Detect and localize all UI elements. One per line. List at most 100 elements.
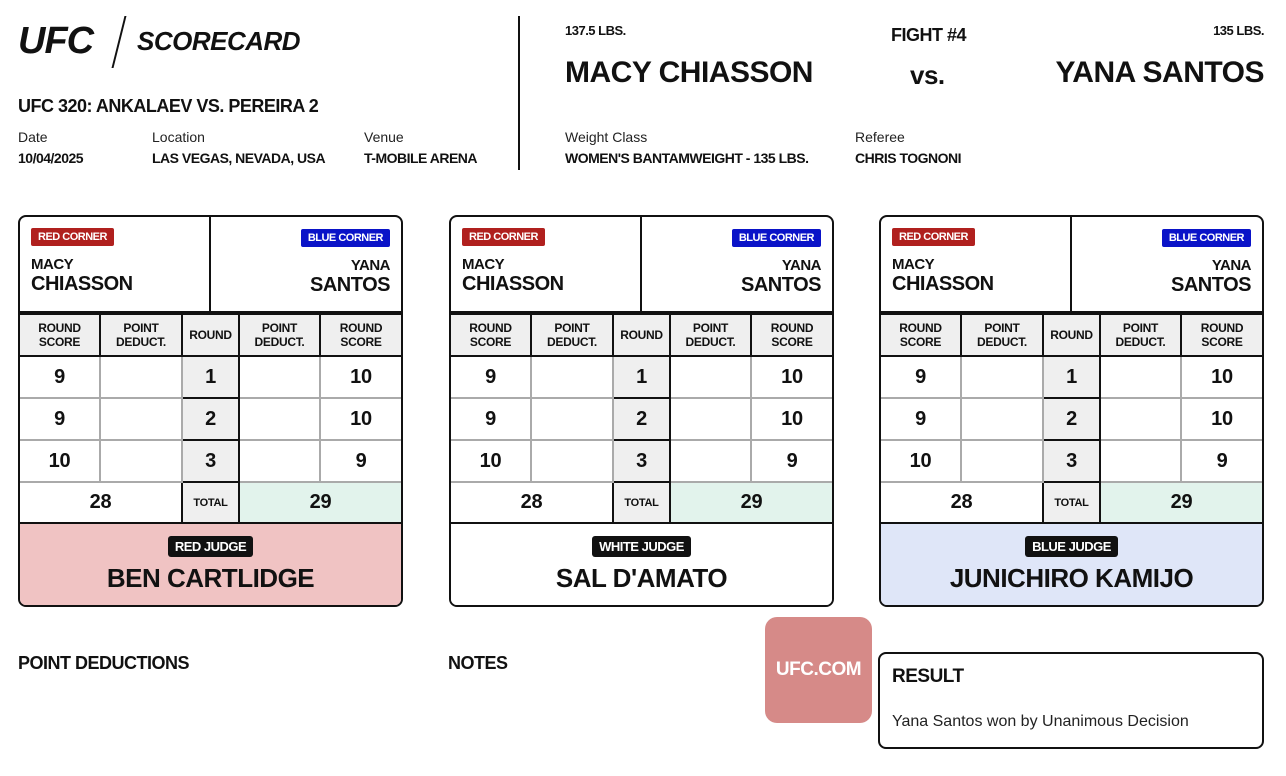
- red-point-deduction: [960, 439, 1044, 483]
- location-label: Location: [152, 129, 205, 145]
- round-number: 2: [181, 397, 240, 441]
- red-total: 28: [451, 481, 614, 524]
- round-row: 10 3 9: [20, 439, 401, 483]
- blue-corner-badge: BLUE CORNER: [1161, 229, 1251, 247]
- judge-scorecard: RED CORNER MACY CHIASSON BLUE CORNER YAN…: [18, 215, 403, 607]
- venue-value: T-MOBILE ARENA: [364, 150, 478, 166]
- red-first-name: MACY: [462, 256, 505, 273]
- round-row: 9 1 10: [20, 355, 401, 399]
- blue-corner-panel: BLUE CORNER YANA SANTOS: [1072, 217, 1263, 311]
- judge-name: JUNICHIRO KAMIJO: [949, 563, 1194, 593]
- blue-last-name: SANTOS: [310, 274, 390, 296]
- blue-fighter: YANA SANTOS: [1055, 56, 1265, 89]
- total-label: TOTAL: [1042, 481, 1101, 524]
- red-round-score: 9: [881, 397, 962, 441]
- round-number: 2: [612, 397, 671, 441]
- result-text: Yana Santos won by Unanimous Decision: [892, 713, 1189, 730]
- header-point-deduct: POINT DEDUCT.: [530, 313, 614, 357]
- blue-point-deduction: [238, 439, 321, 483]
- header-point-deduct: POINT DEDUCT.: [99, 313, 183, 357]
- red-round-score: 9: [451, 355, 532, 399]
- round-number: 1: [181, 355, 240, 399]
- header-point-deduct: POINT DEDUCT.: [238, 313, 321, 357]
- red-last-name: CHIASSON: [892, 273, 994, 295]
- notes-heading: NOTES: [448, 653, 508, 673]
- venue-label: Venue: [364, 129, 404, 145]
- round-row: 9 2 10: [20, 397, 401, 441]
- red-first-name: MACY: [31, 256, 74, 273]
- blue-first-name: YANA: [350, 257, 391, 274]
- round-row: 9 1 10: [451, 355, 832, 399]
- blue-weight: 135 LBS.: [1213, 23, 1264, 38]
- red-point-deduction: [960, 397, 1044, 441]
- result-box: RESULT Yana Santos won by Unanimous Deci…: [878, 652, 1264, 749]
- header-round: ROUND: [1042, 313, 1101, 357]
- judge-scorecard: RED CORNER MACY CHIASSON BLUE CORNER YAN…: [879, 215, 1264, 607]
- judge-name: SAL D'AMATO: [555, 563, 728, 593]
- blue-round-score: 10: [750, 355, 832, 399]
- judge-scorecard: RED CORNER MACY CHIASSON BLUE CORNER YAN…: [449, 215, 834, 607]
- red-round-score: 9: [20, 397, 101, 441]
- referee-label: Referee: [855, 129, 905, 145]
- red-total: 28: [881, 481, 1044, 524]
- red-round-score: 10: [881, 439, 962, 483]
- red-corner-badge: RED CORNER: [31, 228, 114, 246]
- blue-point-deduction: [1099, 355, 1182, 399]
- header-round: ROUND: [612, 313, 671, 357]
- scorecard-title: SCORECARD: [137, 26, 301, 56]
- blue-last-name: SANTOS: [741, 274, 821, 296]
- red-corner-badge: RED CORNER: [462, 228, 545, 246]
- red-total: 28: [20, 481, 183, 524]
- result-label: RESULT: [892, 666, 964, 687]
- ufc-logo: UFC: [18, 20, 94, 62]
- red-round-score: 9: [881, 355, 962, 399]
- red-round-score: 10: [451, 439, 532, 483]
- red-point-deduction: [530, 355, 614, 399]
- judge-role-badge: RED JUDGE: [167, 536, 254, 557]
- red-round-score: 9: [451, 397, 532, 441]
- header-round: ROUND: [181, 313, 240, 357]
- red-round-score: 9: [20, 355, 101, 399]
- round-row: 9 1 10: [881, 355, 1262, 399]
- blue-corner-badge: BLUE CORNER: [300, 229, 390, 247]
- total-label: TOTAL: [612, 481, 671, 524]
- point-deductions-heading: POINT DEDUCTIONS: [18, 653, 190, 673]
- blue-round-score: 10: [1180, 355, 1262, 399]
- header-point-deduct: POINT DEDUCT.: [669, 313, 752, 357]
- judge-panel: WHITE JUDGE SAL D'AMATO: [451, 522, 832, 605]
- header-point-deduct: POINT DEDUCT.: [1099, 313, 1182, 357]
- vs-label: vs.: [910, 60, 945, 90]
- blue-round-score: 10: [1180, 397, 1262, 441]
- blue-round-score: 10: [319, 355, 401, 399]
- blue-total: 29: [238, 481, 401, 524]
- judge-role-badge: WHITE JUDGE: [592, 536, 691, 557]
- header-round-score: ROUND SCORE: [20, 313, 101, 357]
- judge-panel: RED JUDGE BEN CARTLIDGE: [20, 522, 401, 605]
- blue-round-score: 9: [319, 439, 401, 483]
- header-round-score: ROUND SCORE: [1180, 313, 1262, 357]
- red-point-deduction: [530, 439, 614, 483]
- event-title: UFC 320: ANKALAEV VS. PEREIRA 2: [18, 96, 319, 116]
- round-number: 1: [1042, 355, 1101, 399]
- judge-panel: BLUE JUDGE JUNICHIRO KAMIJO: [881, 522, 1262, 605]
- red-point-deduction: [99, 397, 183, 441]
- ufc-com-link[interactable]: UFC.COM: [765, 617, 872, 723]
- round-row: 10 3 9: [451, 439, 832, 483]
- blue-round-score: 10: [319, 397, 401, 441]
- blue-point-deduction: [669, 355, 752, 399]
- total-label: TOTAL: [181, 481, 240, 524]
- judge-role-badge: BLUE JUDGE: [1025, 536, 1118, 557]
- blue-point-deduction: [1099, 397, 1182, 441]
- blue-point-deduction: [1099, 439, 1182, 483]
- red-last-name: CHIASSON: [462, 273, 564, 295]
- header-round-score: ROUND SCORE: [750, 313, 832, 357]
- round-number: 1: [612, 355, 671, 399]
- round-number: 3: [612, 439, 671, 483]
- red-point-deduction: [960, 355, 1044, 399]
- blue-point-deduction: [669, 397, 752, 441]
- blue-first-name: YANA: [781, 257, 822, 274]
- weight-class: WOMEN'S BANTAMWEIGHT - 135 LBS.: [565, 150, 809, 166]
- red-weight: 137.5 LBS.: [565, 23, 626, 38]
- location-value: LAS VEGAS, NEVADA, USA: [152, 150, 326, 166]
- header-round-score: ROUND SCORE: [451, 313, 532, 357]
